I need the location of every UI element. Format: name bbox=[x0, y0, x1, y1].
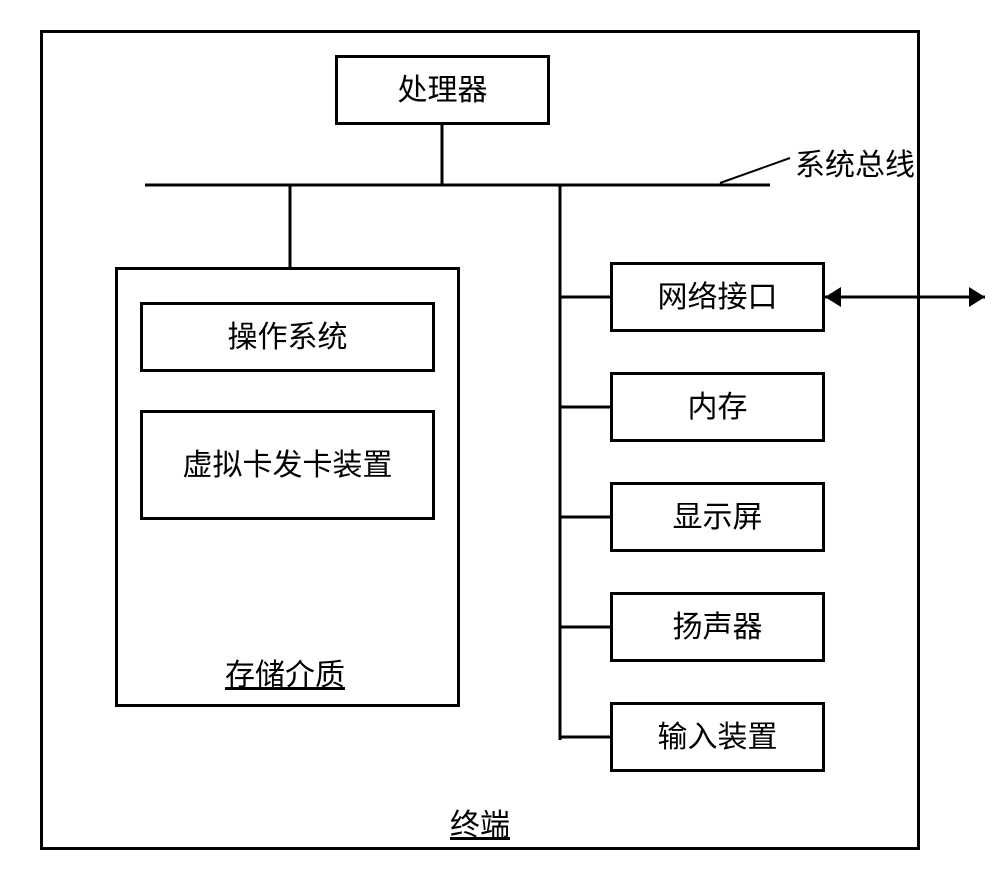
memory-label: 内存 bbox=[688, 388, 748, 427]
input-label: 输入装置 bbox=[658, 718, 778, 757]
display-label: 显示屏 bbox=[673, 498, 763, 537]
terminal-label: 终端 bbox=[450, 800, 510, 844]
virtual-card-device-box: 虚拟卡发卡装置 bbox=[140, 410, 435, 520]
network-box: 网络接口 bbox=[610, 262, 825, 332]
input-box: 输入装置 bbox=[610, 702, 825, 772]
storage-medium-label: 存储介质 bbox=[225, 650, 345, 694]
processor-box: 处理器 bbox=[335, 55, 550, 125]
display-box: 显示屏 bbox=[610, 482, 825, 552]
memory-box: 内存 bbox=[610, 372, 825, 442]
operating-system-box: 操作系统 bbox=[140, 302, 435, 372]
virtual-card-device-label: 虚拟卡发卡装置 bbox=[183, 446, 393, 485]
speaker-box: 扬声器 bbox=[610, 592, 825, 662]
speaker-label: 扬声器 bbox=[673, 608, 763, 647]
operating-system-label: 操作系统 bbox=[228, 318, 348, 357]
network-label: 网络接口 bbox=[658, 278, 778, 317]
diagram-canvas: 终端 处理器 存储介质 操作系统 虚拟卡发卡装置 系统总线 网络接口内存显示屏扬… bbox=[0, 0, 1000, 880]
processor-label: 处理器 bbox=[398, 71, 488, 110]
system-bus-label: 系统总线 bbox=[795, 140, 915, 184]
